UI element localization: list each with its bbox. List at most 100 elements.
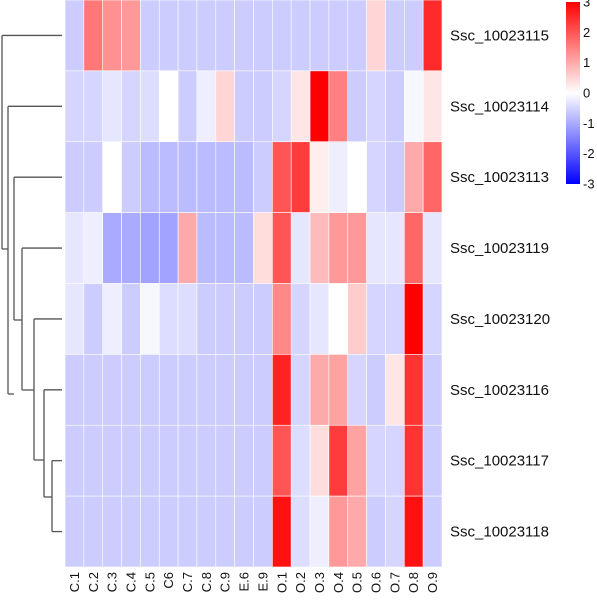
heatmap-cell (196, 354, 217, 426)
column-label: O.2 (293, 572, 308, 593)
heatmap-cell (309, 424, 330, 497)
heatmap-cell (102, 70, 122, 143)
heatmap-cell (253, 141, 273, 213)
heatmap-cell (272, 424, 292, 497)
column-label: C.4 (123, 572, 138, 592)
heatmap-cell (102, 424, 122, 497)
heatmap-cell (140, 0, 160, 72)
heatmap-cell (234, 70, 254, 143)
color-legend: 3 2 1 0 -1 -2 -3 (566, 0, 595, 192)
column-label: O.7 (387, 572, 402, 593)
column-label: C.3 (105, 572, 120, 592)
heatmap-cell (272, 212, 292, 284)
row-label: Ssc_10023117 (450, 453, 549, 470)
heatmap-cell (422, 70, 443, 143)
heatmap-cell (234, 0, 254, 72)
legend-tick-label: -1 (583, 116, 595, 131)
column-label: O.4 (331, 572, 346, 593)
heatmap-cell (403, 0, 424, 72)
heatmap-cell (215, 141, 235, 213)
heatmap-cell (385, 283, 405, 355)
heatmap-cell (215, 283, 235, 355)
heatmap-cell (215, 70, 235, 143)
row-label: Ssc_10023114 (450, 98, 549, 115)
heatmap-cell (234, 354, 254, 426)
heatmap-cell (196, 495, 217, 568)
heatmap-cell (385, 354, 405, 426)
heatmap-cell (422, 354, 443, 426)
heatmap-cell (158, 354, 179, 426)
heatmap-cell (158, 0, 179, 72)
heatmap-cell (83, 70, 103, 143)
heatmap-cell (102, 212, 122, 284)
heatmap-cell (385, 212, 405, 284)
heatmap-cell (328, 70, 349, 143)
heatmap-cell (64, 0, 85, 72)
column-label: C.2 (86, 572, 101, 592)
column-label: O.6 (369, 572, 384, 593)
heatmap-cell (215, 354, 235, 426)
heatmap-cell (328, 424, 349, 497)
heatmap-cell (366, 424, 386, 497)
heatmap-cell (347, 495, 367, 568)
heatmap-cell (366, 495, 386, 568)
heatmap-cell (385, 141, 405, 213)
heatmap-cell (102, 495, 122, 568)
heatmap-cell (290, 0, 311, 72)
heatmap-cell (328, 0, 349, 72)
column-label: O.5 (350, 572, 365, 593)
heatmap-cell (215, 495, 235, 568)
heatmap-cell (403, 283, 424, 355)
heatmap-cell (140, 212, 160, 284)
heatmap-cell (64, 283, 85, 355)
heatmap-cell (158, 212, 179, 284)
heatmap-cell (403, 70, 424, 143)
heatmap-cell (140, 424, 160, 497)
heatmap-cell (158, 424, 179, 497)
heatmap-cell (215, 0, 235, 72)
heatmap-cell (366, 0, 386, 72)
heatmap-cell (253, 70, 273, 143)
heatmap-cell (309, 70, 330, 143)
column-label: C6 (161, 572, 176, 589)
row-labels: Ssc_10023115 Ssc_10023114 Ssc_10023113 Ssc_… (450, 27, 550, 540)
column-label: O.8 (406, 572, 421, 593)
heatmap-cell (403, 141, 424, 213)
heatmap-cell (234, 212, 254, 284)
heatmap-cell (347, 70, 367, 143)
heatmap-cell (177, 212, 198, 284)
column-label: C.1 (67, 572, 82, 592)
legend-tick-label: -2 (583, 146, 595, 161)
heatmap-cell (366, 283, 386, 355)
heatmap-cell (253, 495, 273, 568)
heatmap-cell (366, 212, 386, 284)
heatmap-cell (64, 495, 85, 568)
heatmap-cell (422, 283, 443, 355)
heatmap-cell (234, 141, 254, 213)
heatmap-cell (385, 495, 405, 568)
column-label: O.9 (425, 572, 440, 593)
heatmap-cell (158, 495, 179, 568)
heatmap-cell (234, 283, 254, 355)
legend-tick-label: -3 (583, 177, 595, 192)
heatmap-cell (215, 212, 235, 284)
heatmap-cell (422, 141, 443, 213)
column-label: C.9 (218, 572, 233, 592)
heatmap-cell (403, 354, 424, 426)
heatmap-cell (253, 424, 273, 497)
legend-tick-label: 2 (583, 25, 590, 40)
heatmap-cell (196, 283, 217, 355)
column-label: E.9 (255, 572, 270, 592)
heatmap-cell (83, 0, 103, 72)
heatmap-cell (253, 283, 273, 355)
heatmap-cell (272, 70, 292, 143)
heatmap-cell (121, 424, 141, 497)
heatmap-cell (196, 70, 217, 143)
heatmap-cell (328, 141, 349, 213)
heatmap-cell (347, 141, 367, 213)
heatmap-cell (309, 495, 330, 568)
heatmap-cell (272, 495, 292, 568)
heatmap-cell (140, 283, 160, 355)
heatmap-cell (422, 495, 443, 568)
